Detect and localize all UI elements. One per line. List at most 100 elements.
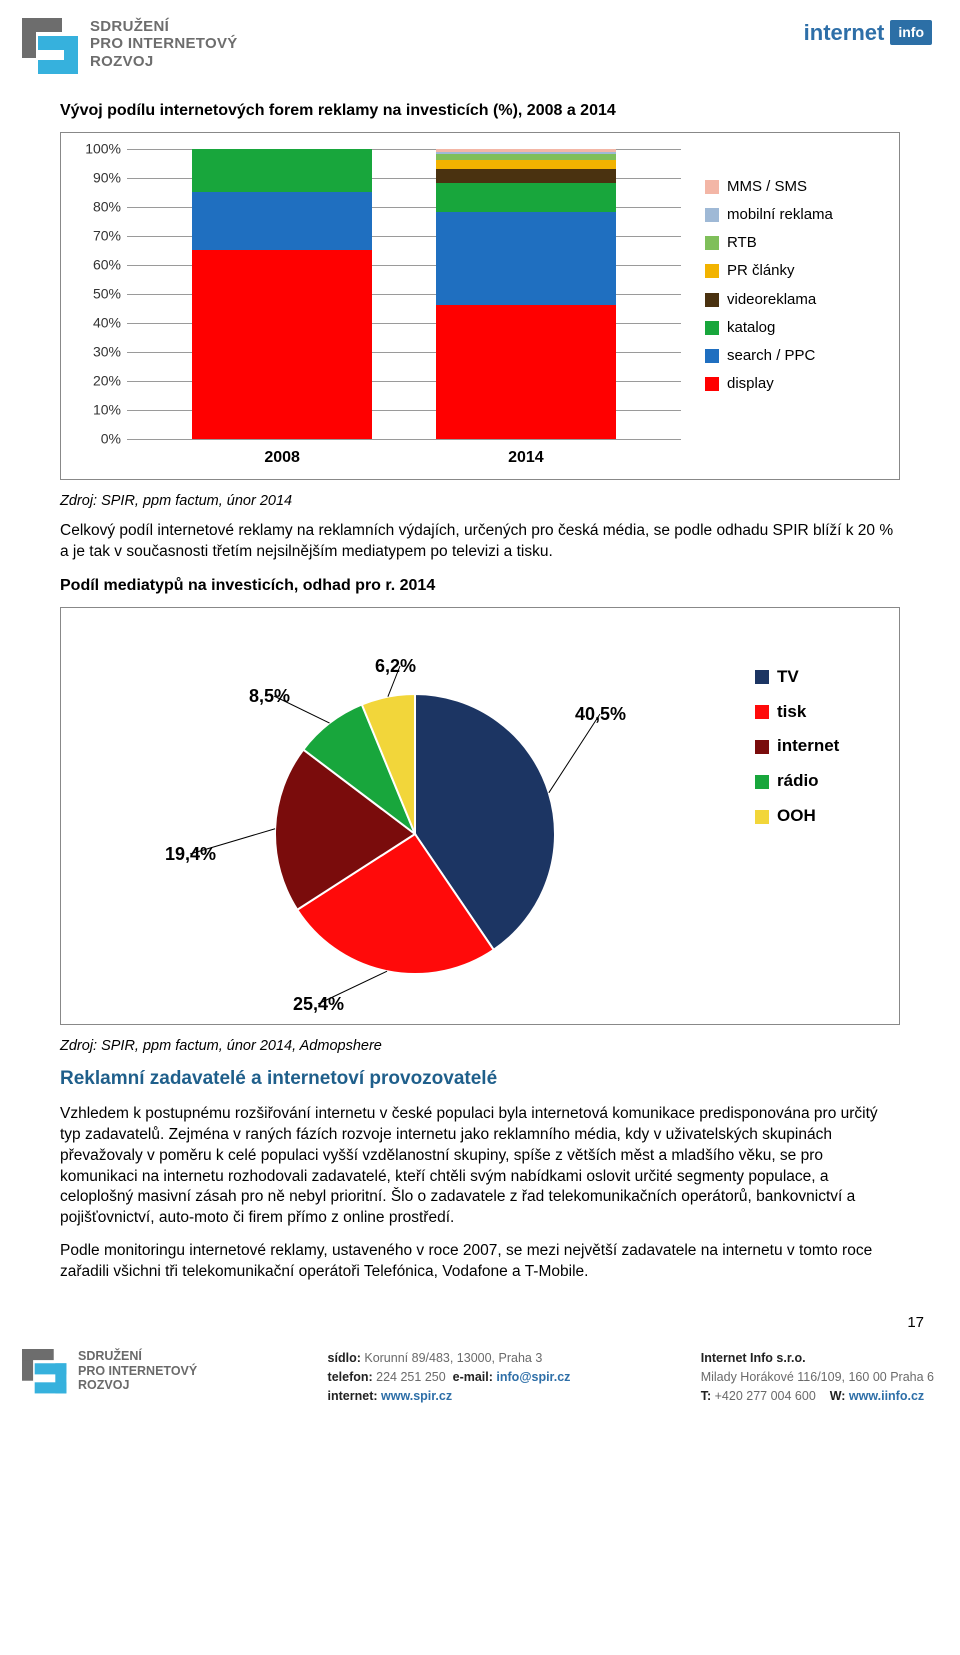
chart1-source: Zdroj: SPIR, ppm factum, únor 2014 [60, 492, 900, 512]
y-tick-label: 10% [75, 400, 121, 419]
legend-item-internet: internet [755, 735, 885, 758]
legend-swatch-icon [755, 740, 769, 754]
chart1-box: 0%10%20%30%40%50%60%70%80%90%100%2008201… [60, 132, 900, 480]
chart2-legend: TV tisk internet rádio OOH [755, 624, 885, 841]
footer-left: SDRUŽENÍ PRO INTERNETOVÝ ROZVOJ [22, 1349, 197, 1400]
footer-sidlo: Korunní 89/483, 13000, Praha 3 [364, 1351, 542, 1365]
x-tick-label: 2008 [264, 447, 300, 469]
footer-logo-line-3: ROZVOJ [78, 1378, 197, 1392]
pie-callout-internet: 19,4% [165, 842, 216, 866]
legend-swatch-icon [705, 180, 719, 194]
legend-swatch-icon [705, 264, 719, 278]
legend-label: internet [777, 735, 839, 758]
footer-addr: Milady Horákové 116/109, 160 00 Praha 6 [701, 1368, 934, 1387]
footer-web: www.iinfo.cz [849, 1389, 924, 1403]
paragraph-3: Podle monitoringu internetové reklamy, u… [60, 1241, 900, 1283]
footer-int-label: internet: [328, 1389, 378, 1403]
legend-item-search_ppc: search / PPC [705, 346, 885, 366]
y-tick-label: 0% [75, 429, 121, 448]
footer-left-text: SDRUŽENÍ PRO INTERNETOVÝ ROZVOJ [78, 1349, 197, 1392]
legend-label: TV [777, 666, 799, 689]
bar-segment-search_ppc [436, 212, 616, 305]
pie-callout-ooh: 6,2% [375, 654, 416, 678]
left-logo-text: SDRUŽENÍ PRO INTERNETOVÝ ROZVOJ [90, 18, 238, 70]
footer-logo-line-2: PRO INTERNETOVÝ [78, 1364, 197, 1378]
bar-segment-search_ppc [192, 192, 372, 250]
y-tick-label: 70% [75, 226, 121, 245]
legend-label: search / PPC [727, 346, 815, 366]
legend-swatch-icon [755, 775, 769, 789]
legend-label: OOH [777, 805, 816, 828]
x-tick-label: 2014 [508, 447, 544, 469]
chart2-source: Zdroj: SPIR, ppm factum, únor 2014, Admo… [60, 1037, 900, 1057]
footer-sidlo-label: sídlo: [328, 1351, 361, 1365]
bar-segment-katalog [436, 183, 616, 212]
legend-item-mms_sms: MMS / SMS [705, 177, 885, 197]
legend-swatch-icon [705, 236, 719, 250]
page-content: Vývoj podílu internetových forem reklamy… [0, 100, 960, 1283]
section-heading: Reklamní zadavatelé a internetoví provoz… [60, 1066, 900, 1092]
y-tick-label: 50% [75, 284, 121, 303]
footer-logo-line-1: SDRUŽENÍ [78, 1349, 197, 1363]
legend-swatch-icon [705, 293, 719, 307]
left-logo: SDRUŽENÍ PRO INTERNETOVÝ ROZVOJ [22, 18, 238, 76]
chart1-title: Vývoj podílu internetových forem reklamy… [60, 100, 900, 122]
legend-swatch-icon [755, 705, 769, 719]
legend-item-mobilni: mobilní reklama [705, 205, 885, 225]
chart2-box: 40,5%25,4%19,4%8,5%6,2% TVtiskinternetrá… [60, 607, 900, 1025]
page-number: 17 [0, 1295, 960, 1333]
logo-line-3: ROZVOJ [90, 53, 238, 70]
legend-item-videoreklama: videoreklama [705, 290, 885, 310]
spir-logo-icon [22, 18, 80, 76]
footer-company: Internet Info s.r.o. [701, 1351, 806, 1365]
footer-tel: 224 251 250 [376, 1370, 446, 1384]
pie-svg [75, 624, 715, 1014]
legend-item-pr_clanky: PR články [705, 261, 885, 281]
y-tick-label: 40% [75, 313, 121, 332]
page-header: SDRUŽENÍ PRO INTERNETOVÝ ROZVOJ internet… [0, 0, 960, 94]
footer-tel2-label: T: [701, 1389, 711, 1403]
legend-swatch-icon [705, 208, 719, 222]
legend-label: videoreklama [727, 290, 816, 310]
paragraph-2: Vzhledem k postupnému rozšiřování intern… [60, 1104, 900, 1230]
bar-segment-videoreklama [436, 169, 616, 184]
pie-callout-tisk: 25,4% [293, 992, 344, 1016]
page-footer: SDRUŽENÍ PRO INTERNETOVÝ ROZVOJ sídlo: K… [0, 1333, 960, 1415]
bar-segment-pr_clanky [436, 160, 616, 169]
legend-item-radio: rádio [755, 770, 885, 793]
right-logo-word: internet [804, 18, 885, 48]
legend-item-tv: TV [755, 666, 885, 689]
pie-callout-radio: 8,5% [249, 684, 290, 708]
legend-label: RTB [727, 233, 757, 253]
legend-swatch-icon [705, 377, 719, 391]
legend-swatch-icon [705, 321, 719, 335]
legend-item-rtb: RTB [705, 233, 885, 253]
legend-label: MMS / SMS [727, 177, 807, 197]
legend-label: rádio [777, 770, 819, 793]
footer-web-label: W: [830, 1389, 846, 1403]
chart2-title: Podíl mediatypů na investicích, odhad pr… [60, 575, 900, 597]
chart1-legend: MMS / SMS mobilní reklama RTB PR články vide… [705, 149, 885, 469]
legend-item-katalog: katalog [705, 318, 885, 338]
y-tick-label: 90% [75, 168, 121, 187]
footer-int: www.spir.cz [381, 1389, 452, 1403]
stacked-bar-chart: 0%10%20%30%40%50%60%70%80%90%100%2008201… [75, 149, 681, 469]
y-tick-label: 60% [75, 255, 121, 274]
right-logo: internet info [804, 18, 932, 48]
logo-line-2: PRO INTERNETOVÝ [90, 35, 238, 52]
bar-segment-display [192, 250, 372, 439]
legend-swatch-icon [705, 349, 719, 363]
y-tick-label: 100% [75, 139, 121, 158]
bar-segment-display [436, 305, 616, 438]
legend-label: katalog [727, 318, 775, 338]
spir-logo-icon [22, 1349, 68, 1400]
footer-middle: sídlo: Korunní 89/483, 13000, Praha 3 te… [328, 1349, 571, 1405]
legend-swatch-icon [755, 810, 769, 824]
footer-tel2: +420 277 004 600 [715, 1389, 816, 1403]
legend-item-display: display [705, 374, 885, 394]
legend-item-ooh: OOH [755, 805, 885, 828]
legend-label: display [727, 374, 774, 394]
footer-email-label: e-mail: [453, 1370, 493, 1384]
legend-item-tisk: tisk [755, 701, 885, 724]
legend-label: tisk [777, 701, 806, 724]
